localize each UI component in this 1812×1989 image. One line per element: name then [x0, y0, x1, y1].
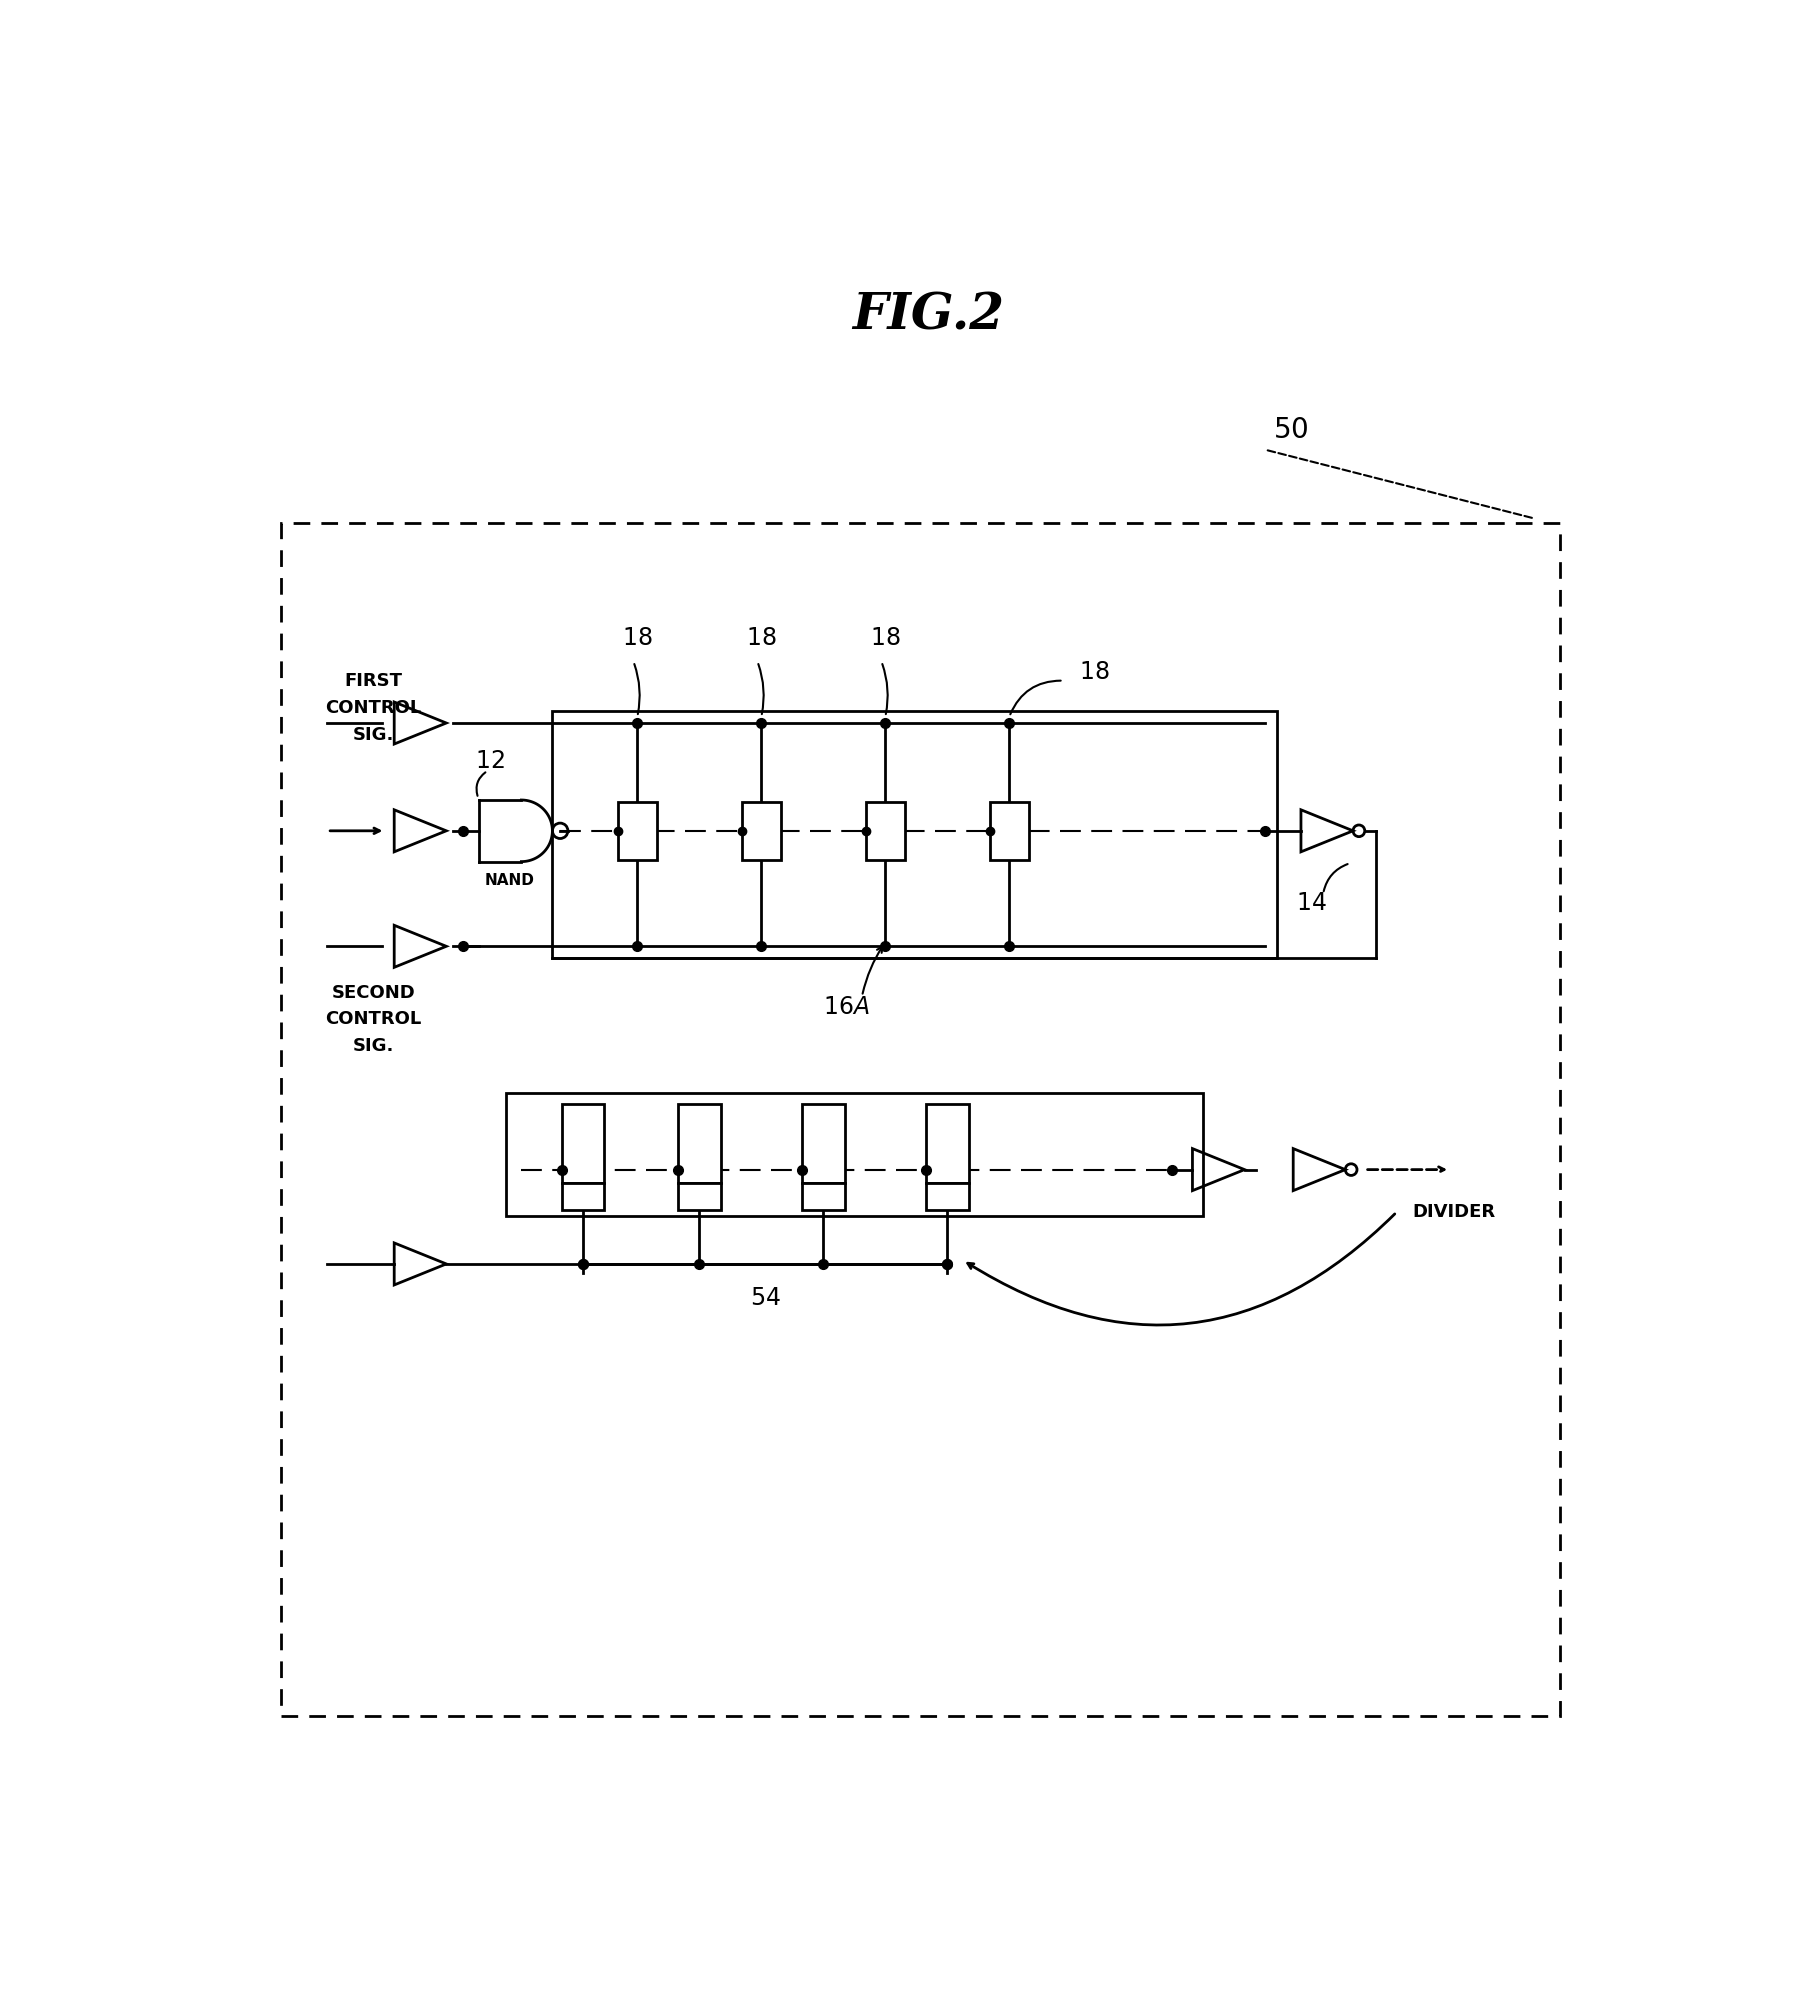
Text: SIG.: SIG. [353, 726, 395, 744]
Text: $\it{18}$: $\it{18}$ [870, 627, 901, 650]
Bar [678, 1183, 721, 1209]
Text: $\it{14}$: $\it{14}$ [1296, 893, 1326, 915]
Bar [562, 1183, 605, 1209]
Bar [989, 802, 1029, 859]
Bar [506, 1092, 1203, 1215]
Bar [553, 712, 1277, 959]
Bar [803, 1104, 844, 1183]
Bar [926, 1183, 969, 1209]
Bar [678, 1104, 721, 1183]
Bar [741, 802, 781, 859]
Text: FIRST: FIRST [344, 672, 402, 690]
Text: FIG.2: FIG.2 [853, 292, 1004, 340]
Text: $\it{18}$: $\it{18}$ [622, 627, 652, 650]
Bar [281, 523, 1560, 1717]
Text: SECOND: SECOND [332, 983, 415, 1002]
Text: CONTROL: CONTROL [326, 1010, 422, 1028]
Text: $\it{18}$: $\it{18}$ [1080, 662, 1109, 684]
Text: $\it{16A}$: $\it{16A}$ [823, 996, 870, 1020]
Text: SIG.: SIG. [353, 1038, 395, 1056]
Bar [562, 1104, 605, 1183]
Text: NAND: NAND [484, 873, 535, 889]
Bar [866, 802, 904, 859]
Bar [926, 1104, 969, 1183]
Text: $\it{18}$: $\it{18}$ [747, 627, 777, 650]
Text: $\it{50}$: $\it{50}$ [1272, 418, 1308, 444]
Text: $\it{54}$: $\it{54}$ [750, 1287, 781, 1311]
Text: DIVIDER: DIVIDER [1412, 1203, 1495, 1221]
Text: CONTROL: CONTROL [326, 698, 422, 716]
Bar [803, 1183, 844, 1209]
Bar [618, 802, 656, 859]
Text: $\it{12}$: $\it{12}$ [475, 750, 506, 774]
